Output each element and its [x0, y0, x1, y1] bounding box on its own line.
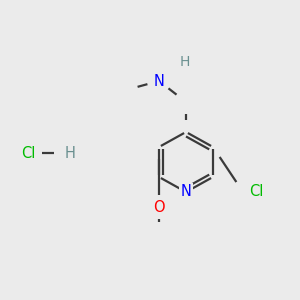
Text: N: N	[181, 184, 191, 200]
Text: Cl: Cl	[249, 184, 263, 200]
Text: H: H	[180, 56, 190, 69]
Text: N: N	[154, 74, 164, 88]
Text: H: H	[64, 146, 75, 160]
Text: O: O	[153, 200, 165, 214]
Text: Cl: Cl	[21, 146, 35, 160]
